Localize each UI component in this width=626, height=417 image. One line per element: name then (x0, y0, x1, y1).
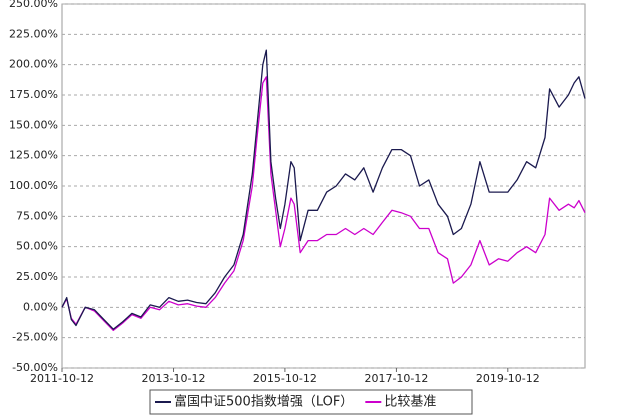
legend-label: 富国中证500指数增强（LOF） (174, 394, 353, 410)
y-tick-label: 125.00% (9, 149, 58, 162)
y-tick-label: 25.00% (16, 270, 58, 283)
x-tick-label: 2013-10-12 (142, 372, 206, 385)
y-tick-label: 0.00% (23, 300, 58, 313)
y-tick-label: 100.00% (9, 179, 58, 192)
x-tick-label: 2017-10-12 (364, 372, 428, 385)
y-tick-label: -50.00% (12, 361, 58, 374)
y-tick-label: 250.00% (9, 0, 58, 10)
series-line (61, 49, 586, 330)
y-tick-label: 50.00% (16, 240, 58, 253)
y-tick-label: 225.00% (9, 27, 58, 40)
x-tick-label: 2019-10-12 (476, 372, 540, 385)
y-tick-label: 150.00% (9, 118, 58, 131)
x-tick-label: 2011-10-12 (30, 372, 94, 385)
y-tick-label: -25.00% (12, 331, 58, 344)
series-line (61, 76, 586, 332)
y-tick-label: 75.00% (16, 209, 58, 222)
legend-label: 比较基准 (384, 395, 436, 410)
x-tick-label: 2015-10-12 (253, 372, 317, 385)
y-tick-label: 175.00% (9, 88, 58, 101)
legend-box (149, 389, 473, 415)
y-tick-label: 200.00% (9, 58, 58, 71)
